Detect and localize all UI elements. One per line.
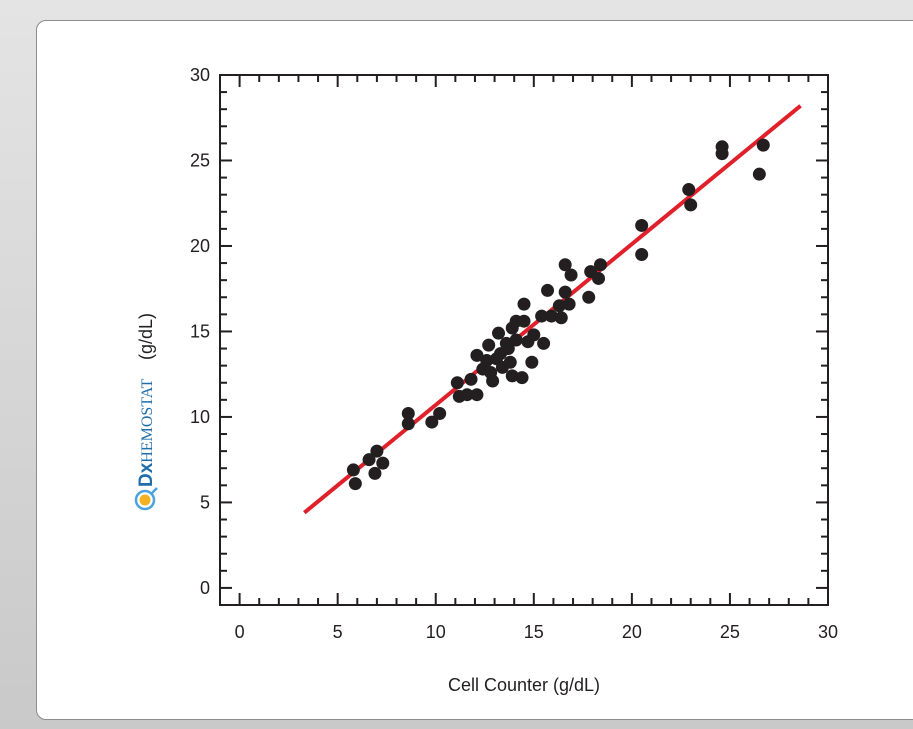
data-point bbox=[753, 168, 766, 181]
data-point bbox=[563, 298, 576, 311]
data-point bbox=[555, 311, 568, 324]
data-point bbox=[349, 477, 362, 490]
data-point bbox=[433, 407, 446, 420]
logo-prefix: Dx bbox=[136, 462, 157, 487]
x-tick-label: 10 bbox=[426, 622, 446, 642]
data-point bbox=[510, 334, 523, 347]
data-point bbox=[525, 356, 538, 369]
x-tick-label: 0 bbox=[235, 622, 245, 642]
x-axis-title: Cell Counter (g/dL) bbox=[448, 675, 600, 695]
data-point bbox=[541, 284, 554, 297]
x-tick-label: 15 bbox=[524, 622, 544, 642]
data-point bbox=[516, 371, 529, 384]
ylabel-logo-text: DxHEMOSTAT bbox=[136, 378, 157, 487]
data-point bbox=[582, 291, 595, 304]
data-point bbox=[370, 445, 383, 458]
y-tick-label: 20 bbox=[190, 236, 210, 256]
x-tick-label: 25 bbox=[720, 622, 740, 642]
data-point bbox=[682, 183, 695, 196]
data-point bbox=[465, 373, 478, 386]
data-point bbox=[559, 286, 572, 299]
y-tick-label: 5 bbox=[200, 492, 210, 512]
logo-name: HEMOSTAT bbox=[139, 378, 156, 462]
data-point bbox=[492, 327, 505, 340]
x-tick-labels: 0 5 10 15 20 25 30 bbox=[235, 622, 838, 642]
data-point bbox=[482, 339, 495, 352]
data-point bbox=[716, 147, 729, 160]
data-point bbox=[470, 388, 483, 401]
x-tick-label: 5 bbox=[333, 622, 343, 642]
data-point bbox=[635, 248, 648, 261]
data-point bbox=[451, 376, 464, 389]
data-point bbox=[565, 269, 578, 282]
data-points bbox=[347, 139, 770, 491]
data-point bbox=[684, 198, 697, 211]
y-tick-label: 30 bbox=[190, 65, 210, 85]
data-point bbox=[518, 298, 531, 311]
y-axis-unit: (g/dL) bbox=[136, 313, 156, 360]
data-point bbox=[592, 272, 605, 285]
data-point bbox=[402, 417, 415, 430]
y-axis-title: DxHEMOSTAT (g/dL) bbox=[136, 313, 157, 509]
y-tick-label: 10 bbox=[190, 407, 210, 427]
y-tick-label: 25 bbox=[190, 150, 210, 170]
data-point bbox=[347, 463, 360, 476]
data-point bbox=[594, 258, 607, 271]
x-tick-label: 30 bbox=[818, 622, 838, 642]
data-point bbox=[635, 219, 648, 232]
y-tick-labels: 0 5 10 15 20 25 30 bbox=[190, 65, 210, 598]
data-point bbox=[368, 467, 381, 480]
data-point bbox=[527, 328, 540, 341]
data-point bbox=[757, 139, 770, 152]
data-point bbox=[504, 356, 517, 369]
data-point bbox=[486, 375, 499, 388]
y-tick-label: 0 bbox=[200, 578, 210, 598]
dxhemostat-logo-icon bbox=[136, 488, 157, 509]
y-tick-label: 15 bbox=[190, 321, 210, 341]
x-tick-label: 20 bbox=[622, 622, 642, 642]
data-point bbox=[537, 337, 550, 350]
data-point bbox=[518, 315, 531, 328]
data-point bbox=[376, 457, 389, 470]
